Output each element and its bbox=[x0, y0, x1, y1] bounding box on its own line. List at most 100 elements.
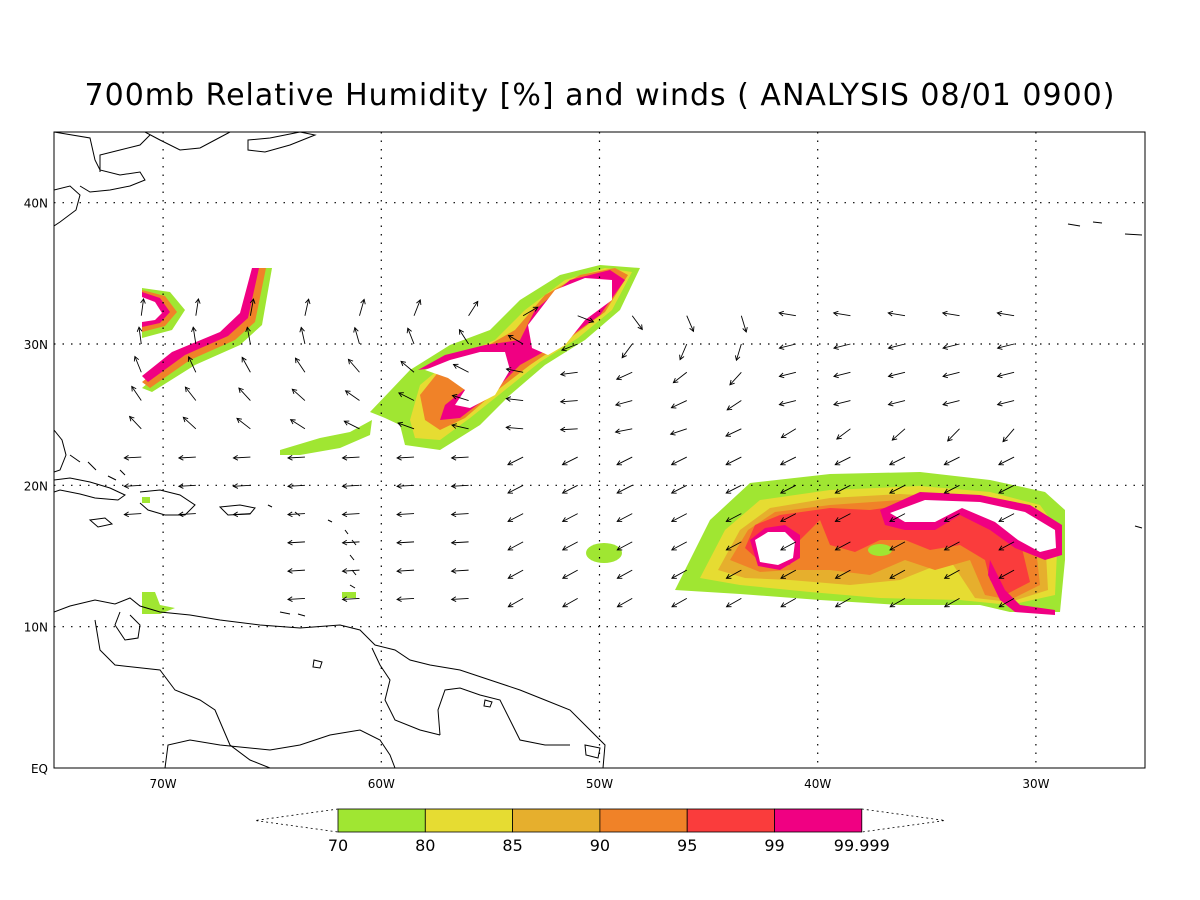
wind-arrow bbox=[354, 327, 360, 345]
wind-arrow-head bbox=[458, 328, 464, 335]
wind-arrow-head bbox=[561, 460, 568, 466]
rh-core-east bbox=[755, 532, 795, 565]
plot-frame bbox=[53, 131, 1146, 769]
coastline-island bbox=[1124, 233, 1143, 236]
wind-arrow-head bbox=[505, 396, 512, 402]
wind-arrow-head bbox=[670, 545, 677, 551]
wind-arrow bbox=[726, 569, 742, 579]
wind-arrow-head bbox=[942, 344, 948, 350]
coastline-south-america bbox=[54, 597, 606, 768]
wind-arrow bbox=[835, 569, 851, 579]
wind-arrow-head bbox=[561, 545, 568, 551]
wind-arrow bbox=[679, 343, 688, 360]
wind-arrow bbox=[124, 484, 142, 487]
wind-arrow-head bbox=[291, 388, 298, 395]
wind-arrow-head bbox=[889, 573, 896, 579]
wind-arrow bbox=[182, 416, 197, 430]
wind-arrow bbox=[726, 541, 742, 551]
wind-arrow bbox=[671, 598, 688, 608]
wind-arrow bbox=[942, 312, 960, 317]
wind-arrow bbox=[671, 456, 687, 466]
wind-arrow-head bbox=[891, 435, 898, 441]
wind-arrow-head bbox=[889, 517, 895, 523]
wind-arrow-head bbox=[742, 327, 748, 333]
wind-arrow bbox=[889, 541, 906, 551]
wind-arrow-head bbox=[616, 573, 623, 579]
wind-arrow-head bbox=[834, 488, 841, 494]
wind-arrow-head bbox=[396, 568, 402, 574]
rh-patch bbox=[868, 544, 892, 556]
wind-arrow bbox=[779, 312, 796, 317]
wind-arrow-head bbox=[133, 355, 140, 362]
colorbar-swatch bbox=[599, 808, 688, 833]
wind-arrow-head bbox=[998, 517, 1005, 523]
wind-arrow bbox=[997, 312, 1015, 317]
wind-arrow bbox=[671, 541, 687, 551]
wind-arrow bbox=[359, 299, 365, 316]
wind-arrow bbox=[233, 513, 251, 516]
wind-arrow-head bbox=[779, 517, 786, 523]
wind-arrow-head bbox=[942, 372, 948, 379]
wind-arrow-head bbox=[451, 394, 458, 400]
coastline-island bbox=[1067, 223, 1081, 227]
chart-title: 700mb Relative Humidity [%] and winds ( … bbox=[84, 78, 1116, 113]
wind-arrow bbox=[726, 513, 742, 522]
wind-arrow bbox=[342, 597, 360, 600]
wind-arrow bbox=[507, 484, 524, 494]
wind-arrow bbox=[833, 312, 851, 317]
wind-arrow bbox=[997, 343, 1015, 349]
wind-arrow-head bbox=[452, 363, 459, 369]
wind-arrow bbox=[998, 513, 1015, 522]
wind-arrow bbox=[345, 390, 360, 401]
wind-arrow-head bbox=[615, 375, 622, 381]
lat-label: 10N bbox=[24, 621, 48, 635]
wind-arrow-head bbox=[887, 310, 894, 317]
wind-arrow-head bbox=[670, 403, 677, 409]
wind-arrow bbox=[397, 569, 415, 572]
wind-arrow bbox=[726, 598, 742, 608]
coastlines bbox=[54, 132, 1143, 768]
wind-arrow-head bbox=[780, 433, 787, 439]
wind-arrow bbox=[836, 428, 851, 440]
wind-arrow-head bbox=[778, 372, 785, 379]
wind-arrow-head bbox=[123, 483, 130, 489]
wind-arrow bbox=[451, 424, 469, 430]
wind-arrow-head bbox=[287, 596, 293, 602]
wind-arrow bbox=[560, 428, 578, 431]
wind-arrow-head bbox=[341, 454, 348, 461]
colorbar-arrow-right bbox=[861, 808, 946, 833]
wind-arrow-head bbox=[287, 568, 293, 574]
wind-arrow bbox=[888, 371, 906, 377]
wind-arrow-head bbox=[559, 398, 566, 405]
wind-arrow-head bbox=[726, 405, 733, 411]
humidity-shading bbox=[142, 265, 1065, 615]
wind-arrow-head bbox=[834, 573, 841, 579]
wind-arrow bbox=[451, 569, 469, 572]
wind-arrow bbox=[889, 484, 906, 494]
wind-arrow bbox=[833, 400, 851, 406]
rh-patch bbox=[142, 592, 175, 614]
wind-arrow-head bbox=[406, 327, 412, 334]
wind-arrow bbox=[560, 400, 578, 403]
wind-arrow bbox=[835, 456, 851, 466]
wind-arrow bbox=[615, 400, 633, 406]
wind-arrow bbox=[560, 371, 578, 375]
wind-arrow bbox=[835, 598, 851, 608]
wind-vectors bbox=[123, 297, 1015, 608]
wind-arrow-head bbox=[947, 436, 953, 442]
wind-arrow bbox=[287, 484, 305, 487]
wind-arrow-head bbox=[833, 400, 839, 407]
coastline-lake-maracaibo bbox=[114, 611, 141, 641]
wind-arrow-head bbox=[671, 573, 677, 579]
wind-arrow bbox=[781, 428, 797, 439]
border-brazil bbox=[164, 729, 396, 768]
wind-arrow-head bbox=[725, 602, 732, 608]
wind-arrow-head bbox=[725, 431, 731, 437]
wind-arrow-head bbox=[621, 352, 627, 359]
wind-arrow-head bbox=[942, 400, 948, 407]
wind-arrow-head bbox=[505, 424, 511, 431]
wind-arrow bbox=[178, 456, 196, 459]
wind-arrow bbox=[616, 484, 633, 494]
wind-arrow-head bbox=[191, 326, 197, 333]
wind-arrow bbox=[780, 456, 797, 466]
